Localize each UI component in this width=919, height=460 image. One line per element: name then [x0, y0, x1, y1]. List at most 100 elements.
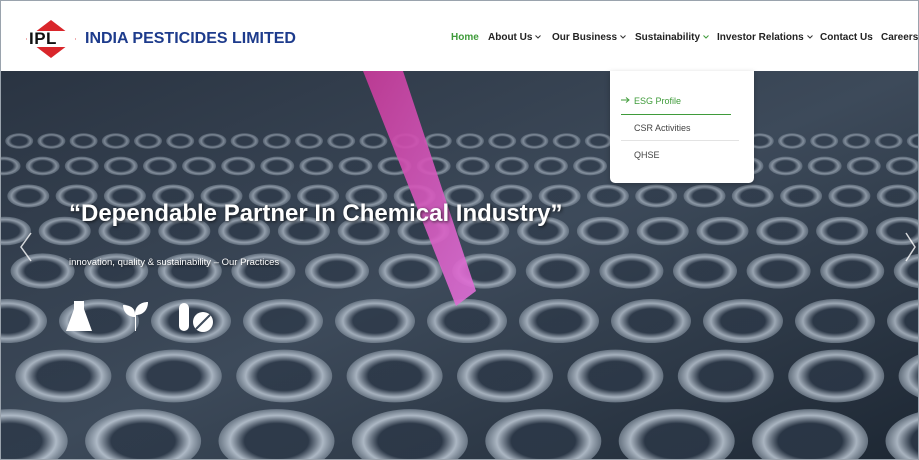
logo-emblem[interactable]	[25, 19, 77, 59]
hero-subtitle: innovation, quality & sustainability – O…	[69, 257, 280, 268]
tube-decor	[166, 133, 195, 149]
feature-icons	[66, 301, 213, 332]
tube-decor	[768, 156, 803, 176]
tube-decor	[378, 253, 443, 289]
tube-decor	[297, 184, 340, 208]
hero-image	[1, 71, 918, 459]
nav-label[interactable]: Sustainability	[635, 32, 701, 43]
dropdown-menu: ESG Profile CSR Activities QHSE	[610, 71, 754, 183]
tube-decor	[1, 299, 47, 343]
tube-decor	[7, 184, 50, 208]
nav-label[interactable]: Home	[451, 32, 479, 43]
tube-decor	[828, 184, 871, 208]
nav-label[interactable]: Investor Relations	[717, 32, 804, 43]
nav-item[interactable]: Our Business	[552, 32, 626, 43]
dropdown-item[interactable]: QHSE	[634, 150, 660, 160]
tube-decor	[576, 216, 629, 246]
tube-decor	[887, 299, 918, 343]
tube-decor	[64, 156, 99, 176]
tube-decor	[683, 184, 726, 208]
tube-decor	[780, 184, 823, 208]
tube-decor	[906, 133, 918, 149]
tube-decor	[874, 133, 903, 149]
tube-decor	[746, 253, 811, 289]
hero-title: “Dependable Partner In Chemical Industry…	[69, 200, 563, 227]
tube-decor	[345, 184, 388, 208]
tube-decor	[85, 409, 202, 459]
tube-decor	[876, 184, 918, 208]
tube-decor	[703, 299, 783, 343]
tube-decor	[636, 216, 689, 246]
tube-decor	[231, 253, 296, 289]
tube-decor	[485, 409, 602, 459]
tube-decor	[842, 133, 871, 149]
tube-decor	[442, 184, 484, 208]
tube-decor	[98, 216, 151, 246]
tube-decor	[810, 133, 839, 149]
tube-decor	[248, 184, 291, 208]
tube-decor	[25, 156, 60, 176]
next-arrow[interactable]	[905, 232, 916, 262]
nav-label[interactable]: Careers	[881, 32, 919, 43]
tube-decor	[494, 156, 529, 176]
capsule-icon	[179, 303, 189, 331]
nav-item[interactable]: Investor Relations	[717, 32, 813, 43]
tube-decor	[778, 133, 806, 149]
flask-icon	[66, 301, 92, 331]
tube-decor	[337, 216, 390, 246]
nav-label[interactable]: Contact Us	[820, 32, 873, 43]
tube-decor	[15, 349, 112, 403]
plant-icon	[123, 302, 148, 331]
logo-text[interactable]: IPL	[29, 29, 57, 48]
brand-name[interactable]: INDIA PESTICIDES LIMITED	[85, 30, 296, 47]
tube-decor	[338, 156, 373, 176]
tube-decor	[820, 253, 885, 289]
tube-decor	[37, 133, 66, 149]
tube-decor	[151, 299, 231, 343]
tube-decor	[230, 133, 259, 149]
tube-decor	[885, 156, 918, 176]
tube-decor	[103, 156, 138, 176]
tube-decor	[103, 184, 146, 208]
chevron	[806, 35, 813, 40]
tube-decor	[84, 253, 149, 289]
prev-arrow[interactable]	[20, 232, 32, 262]
nav-item[interactable]: Sustainability	[635, 32, 709, 43]
nav-item[interactable]: About Us	[488, 32, 542, 43]
tube-decor	[885, 412, 918, 459]
tube-decor	[55, 184, 98, 208]
tube-decor	[696, 216, 749, 246]
tube-decor	[10, 253, 75, 289]
tube-decor	[277, 216, 330, 246]
tube-decor	[427, 299, 507, 343]
tube-decor	[795, 299, 875, 343]
tube-decor	[295, 133, 323, 149]
tube-decor	[456, 133, 484, 149]
tube-decor	[520, 133, 549, 149]
nav-item[interactable]: Home	[451, 32, 479, 43]
tube-decor	[157, 253, 222, 289]
nav-item[interactable]: Contact Us	[820, 32, 873, 43]
tube-decor	[552, 133, 581, 149]
nav-label[interactable]: About Us	[488, 32, 533, 43]
tube-decor	[152, 184, 195, 208]
tube-decor	[756, 216, 809, 246]
tube-decor	[101, 133, 130, 149]
tube-decor	[142, 156, 177, 176]
tube-decor	[673, 253, 737, 289]
separator	[621, 140, 739, 141]
tube-decor	[599, 253, 664, 289]
tube-decor	[359, 133, 388, 149]
tube-decor	[584, 133, 613, 149]
tube-decor	[158, 216, 211, 246]
tube-decor	[1, 156, 21, 176]
tube-rack	[1, 133, 918, 459]
nav-item[interactable]: Careers	[881, 32, 918, 43]
tube-decor	[519, 299, 599, 343]
dropdown-item[interactable]: ESG Profile	[634, 96, 682, 106]
dropdown-item[interactable]: CSR Activities	[634, 123, 691, 133]
nav-label[interactable]: Our Business	[552, 32, 618, 43]
tube-decor	[533, 156, 568, 176]
tube-decor	[525, 253, 590, 289]
tube-decor	[5, 133, 34, 149]
